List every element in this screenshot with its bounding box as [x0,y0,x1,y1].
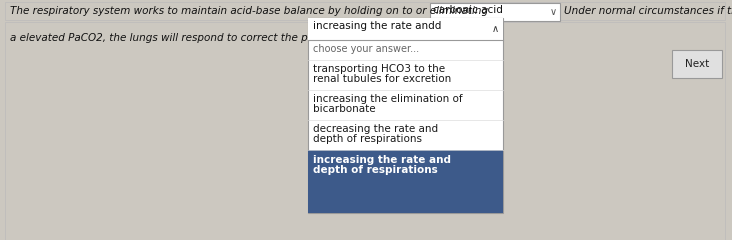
Text: ∨: ∨ [550,7,557,17]
Bar [308,150,503,213]
Text: decreasing the rate and: decreasing the rate and [313,124,438,134]
Bar [308,18,503,213]
Text: Next: Next [685,59,709,69]
Text: increasing the rate andd: increasing the rate andd [313,21,441,31]
Text: bicarbonate: bicarbonate [313,104,376,114]
Text: increasing the rate and: increasing the rate and [313,155,451,165]
Text: choose your answer...: choose your answer... [313,44,419,54]
Text: carbonic acid: carbonic acid [433,5,503,15]
Text: increasing the elimination of: increasing the elimination of [313,94,463,104]
Bar [5,2,725,20]
Text: The respiratory system works to maintain acid-base balance by holding on to or e: The respiratory system works to maintain… [10,6,488,16]
Bar [672,50,722,78]
Text: Under normal circumstances if the patient has: Under normal circumstances if the patien… [564,6,732,16]
Text: transporting HCO3 to the: transporting HCO3 to the [313,64,445,74]
Text: a elevated PaCO2, the lungs will respond to correct the problem by: a elevated PaCO2, the lungs will respond… [10,33,360,43]
Bar [430,3,560,21]
Text: depth of respirations: depth of respirations [313,134,422,144]
Text: depth of respirations: depth of respirations [313,165,438,175]
Bar [308,18,503,40]
Text: renal tubules for excretion: renal tubules for excretion [313,74,451,84]
Text: ∧: ∧ [492,24,499,34]
